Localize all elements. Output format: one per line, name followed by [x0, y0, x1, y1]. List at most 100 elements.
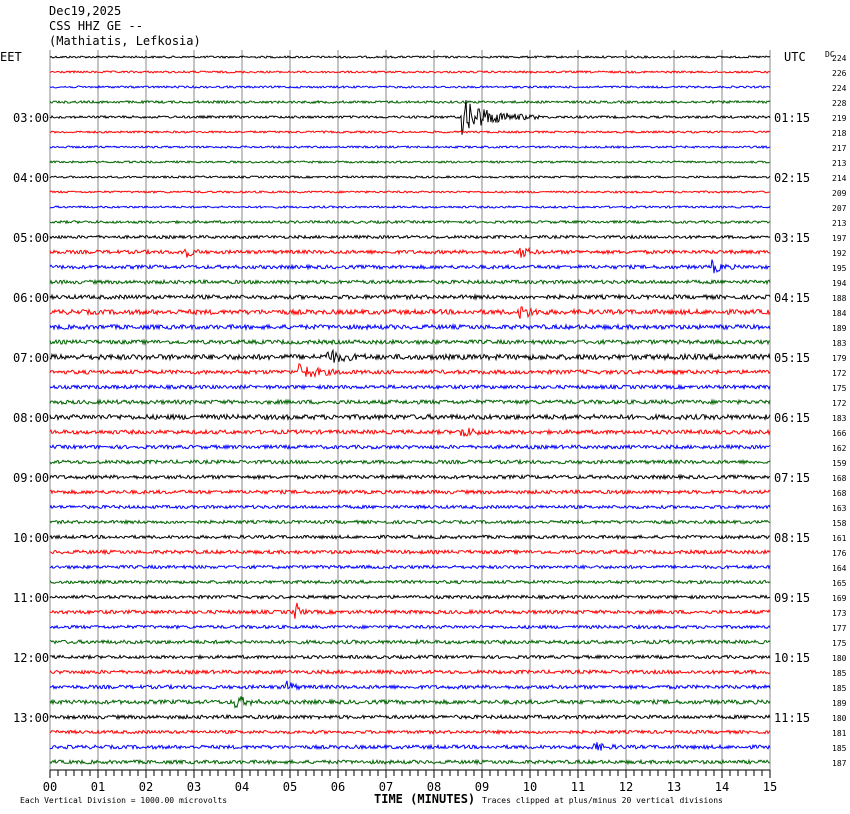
scale-note: Each Vertical Division = 1000.00 microvo…	[20, 796, 227, 805]
left-hour-label: 12:00	[13, 651, 49, 665]
x-tick-label: 13	[667, 780, 681, 794]
left-hour-label: 09:00	[13, 471, 49, 485]
x-tick-label: 08	[427, 780, 441, 794]
station-label: CSS HHZ GE --	[49, 19, 143, 33]
x-tick-label: 12	[619, 780, 633, 794]
seismic-trace	[49, 204, 771, 209]
seismic-trace	[49, 348, 771, 363]
left-hour-label: 06:00	[13, 291, 49, 305]
dc-offset-label: 214	[832, 174, 847, 183]
seismic-trace	[49, 159, 771, 165]
seismic-trace	[49, 85, 771, 89]
dc-offset-label: 179	[832, 354, 847, 363]
seismic-trace	[50, 638, 771, 646]
x-tick-label: 09	[475, 780, 489, 794]
seismic-trace	[49, 602, 771, 619]
right-hour-label: 03:15	[774, 231, 810, 245]
seismic-trace	[49, 713, 771, 721]
left-hour-label: 03:00	[13, 111, 49, 125]
right-hour-label: 09:15	[774, 591, 810, 605]
left-hour-label: 07:00	[13, 351, 49, 365]
x-tick-label: 11	[571, 780, 585, 794]
seismic-trace	[49, 758, 771, 766]
left-timezone-label: EET	[0, 50, 22, 64]
seismic-trace	[49, 338, 771, 346]
seismic-trace	[49, 680, 771, 691]
dc-offset-label: 180	[832, 654, 847, 663]
left-hour-label: 05:00	[13, 231, 49, 245]
seismic-trace	[49, 473, 771, 481]
seismic-trace	[49, 54, 771, 59]
dc-offset-label: 180	[832, 714, 847, 723]
left-hour-label: 13:00	[13, 711, 49, 725]
x-tick-label: 00	[43, 780, 57, 794]
right-hour-label: 10:15	[774, 651, 810, 665]
seismic-trace	[49, 504, 771, 510]
seismic-trace	[49, 234, 771, 240]
seismic-trace	[49, 443, 771, 451]
dc-offset-label: 162	[832, 444, 847, 453]
right-timezone-label: UTC	[784, 50, 806, 64]
dc-offset-label: 195	[832, 264, 847, 273]
dc-offset-label: 218	[832, 129, 847, 138]
seismic-trace	[49, 306, 771, 319]
dc-offset-label: 164	[832, 564, 847, 573]
dc-offset-label: 226	[832, 69, 847, 78]
dc-offset-label: 228	[832, 99, 847, 108]
seismic-trace	[49, 293, 771, 301]
dc-offset-label: 168	[832, 474, 847, 483]
dc-offset-label: 188	[832, 294, 847, 303]
seismic-trace	[49, 278, 771, 286]
x-tick-label: 04	[235, 780, 249, 794]
dc-offset-label: 187	[832, 759, 847, 768]
seismic-trace	[49, 579, 771, 585]
x-tick-label: 03	[187, 780, 201, 794]
seismic-trace	[49, 130, 771, 135]
seismic-trace	[49, 668, 771, 676]
dc-offset-label: 224	[832, 54, 847, 63]
dc-offset-label: 175	[832, 384, 847, 393]
seismic-trace	[49, 99, 771, 105]
dc-offset-label: 184	[832, 309, 847, 318]
x-tick-label: 02	[139, 780, 153, 794]
seismic-trace	[49, 246, 771, 258]
x-tick-label: 06	[331, 780, 345, 794]
dc-offset-label: 213	[832, 159, 847, 168]
dc-offset-label: 168	[832, 489, 847, 498]
dc-offset-label: 158	[832, 519, 847, 528]
seismic-trace	[49, 427, 771, 437]
dc-offset-label: 213	[832, 219, 847, 228]
right-hour-label: 05:15	[774, 351, 810, 365]
seismic-trace	[49, 322, 771, 332]
seismic-trace	[49, 458, 771, 466]
dc-offset-label: 219	[832, 114, 847, 123]
dc-offset-label: 185	[832, 684, 847, 693]
dc-offset-label: 159	[832, 459, 847, 468]
dc-offset-label: 192	[832, 249, 847, 258]
dc-label: DC	[825, 50, 835, 59]
dc-offset-label: 194	[832, 279, 847, 288]
dc-offset-label: 185	[832, 669, 847, 678]
right-hour-label: 11:15	[774, 711, 810, 725]
seismic-trace	[49, 175, 771, 179]
seismic-trace	[49, 742, 771, 751]
dc-offset-label: 172	[832, 369, 847, 378]
date-label: Dec19,2025	[49, 4, 122, 18]
dc-offset-label: 181	[832, 729, 847, 738]
location-label: (Mathiatis, Lefkosia)	[49, 34, 201, 48]
dc-offset-label: 169	[832, 594, 847, 603]
seismic-trace	[49, 623, 771, 631]
dc-offset-label: 165	[832, 579, 847, 588]
right-hour-label: 04:15	[774, 291, 810, 305]
seismic-trace	[49, 190, 771, 194]
right-hour-label: 01:15	[774, 111, 810, 125]
dc-offset-label: 173	[832, 609, 847, 618]
x-tick-label: 07	[379, 780, 393, 794]
seismic-trace	[49, 728, 771, 736]
seismic-trace	[49, 99, 771, 135]
seismic-trace	[49, 383, 771, 391]
seismic-trace	[49, 518, 771, 526]
dc-offset-label: 189	[832, 324, 847, 333]
seismic-trace	[49, 534, 770, 541]
